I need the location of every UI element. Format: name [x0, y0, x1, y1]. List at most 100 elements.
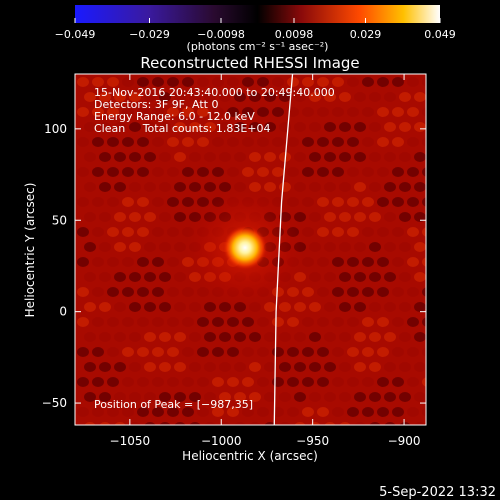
fringe-blob: [189, 182, 201, 192]
fringe-blob: [392, 317, 404, 327]
fringe-blob: [377, 287, 389, 297]
fringe-blob: [339, 152, 351, 162]
fringe-blob: [77, 107, 89, 117]
fringe-blob: [92, 227, 104, 237]
fringe-blob: [182, 407, 194, 417]
fringe-blob: [272, 107, 284, 117]
fringe-blob: [77, 137, 89, 147]
fringe-blob: [137, 347, 149, 357]
fringe-blob: [92, 287, 104, 297]
fringe-blob: [227, 137, 239, 147]
fringe-blob: [369, 122, 381, 132]
fringe-blob: [107, 167, 119, 177]
fringe-blob: [129, 272, 141, 282]
fringe-blob: [227, 167, 239, 177]
fringe-blob: [392, 77, 404, 87]
fringe-blob: [84, 92, 96, 102]
fringe-blob: [414, 212, 426, 222]
fringe-blob: [264, 422, 276, 425]
fringe-blob: [144, 152, 156, 162]
fringe-blob: [332, 257, 344, 267]
fringe-blob: [167, 347, 179, 357]
footer-timestamp: 5‐Sep‐2022 13:32: [379, 485, 496, 500]
fringe-blob: [159, 302, 171, 312]
fringe-blob: [144, 242, 156, 252]
fringe-blob: [302, 317, 314, 327]
fringe-blob: [369, 302, 381, 312]
fringe-blob: [137, 377, 149, 387]
annotation-counts: Clean Total counts: 1.83E+04: [94, 122, 271, 135]
fringe-blob: [332, 227, 344, 237]
fringe-blob: [219, 92, 231, 102]
fringe-blob: [332, 137, 344, 147]
fringe-blob: [99, 302, 111, 312]
x-axis-label: Heliocentric X (arcsec): [182, 449, 318, 463]
fringe-blob: [152, 347, 164, 357]
fringe-blob: [414, 152, 426, 162]
fringe-blob: [317, 407, 329, 417]
fringe-blob: [174, 422, 186, 425]
fringe-blob: [354, 362, 366, 372]
fringe-blob: [84, 122, 96, 132]
fringe-blob: [407, 407, 419, 417]
fringe-blob: [92, 257, 104, 267]
fringe-blob: [309, 122, 321, 132]
fringe-blob: [384, 272, 396, 282]
fringe-blob: [257, 347, 269, 357]
fringe-blob: [287, 407, 299, 417]
fringe-blob: [332, 197, 344, 207]
fringe-blob: [122, 257, 134, 267]
fringe-blob: [189, 302, 201, 312]
fringe-blob: [272, 167, 284, 177]
fringe-blob: [362, 287, 374, 297]
fringe-blob: [384, 242, 396, 252]
fringe-blob: [122, 107, 134, 117]
fringe-blob: [354, 272, 366, 282]
fringe-blob: [392, 107, 404, 117]
fringe-blob: [407, 107, 419, 117]
fringe-blob: [249, 332, 261, 342]
fringe-blob: [422, 407, 426, 417]
fringe-blob: [362, 377, 374, 387]
fringe-blob: [287, 347, 299, 357]
fringe-blob: [227, 107, 239, 117]
fringe-blob: [114, 152, 126, 162]
fringe-blob: [114, 242, 126, 252]
fringe-blob: [182, 377, 194, 387]
fringe-blob: [167, 107, 179, 117]
fringe-blob: [92, 317, 104, 327]
fringe-blob: [137, 317, 149, 327]
y-tick-label: 0: [59, 305, 67, 319]
fringe-blob: [399, 122, 411, 132]
colorbar-ticks: −0.049 −0.029 −0.0098 0.0098 0.029 0.049: [55, 18, 456, 41]
fringe-blob: [77, 77, 89, 87]
fringe-blob: [212, 317, 224, 327]
fringe-blob: [204, 392, 216, 402]
fringe-blob: [429, 302, 441, 312]
fringe-blob: [152, 407, 164, 417]
fringe-blob: [422, 257, 426, 267]
fringe-blob: [399, 212, 411, 222]
fringe-blob: [347, 137, 359, 147]
fringe-blob: [107, 377, 119, 387]
colorbar-unit-label: (photons cm⁻² s⁻¹ asec⁻²): [187, 40, 329, 53]
fringe-blob: [422, 287, 426, 297]
fringe-blob: [407, 77, 419, 87]
fringe-blob: [99, 272, 111, 282]
fringe-blob: [407, 167, 419, 177]
fringe-blob: [324, 392, 336, 402]
fringe-blob: [159, 122, 171, 132]
fringe-blob: [354, 332, 366, 342]
fringe-blob: [392, 167, 404, 177]
fringe-blob: [369, 182, 381, 192]
fringe-blob: [309, 242, 321, 252]
fringe-blob: [84, 182, 96, 192]
fringe-blob: [129, 422, 141, 425]
fringe-blob: [294, 152, 306, 162]
fringe-blob: [84, 332, 96, 342]
colorbar-tick-label: 0.0098: [275, 28, 314, 41]
fringe-blob: [257, 317, 269, 327]
fringe-blob: [399, 272, 411, 282]
fringe-blob: [264, 152, 276, 162]
